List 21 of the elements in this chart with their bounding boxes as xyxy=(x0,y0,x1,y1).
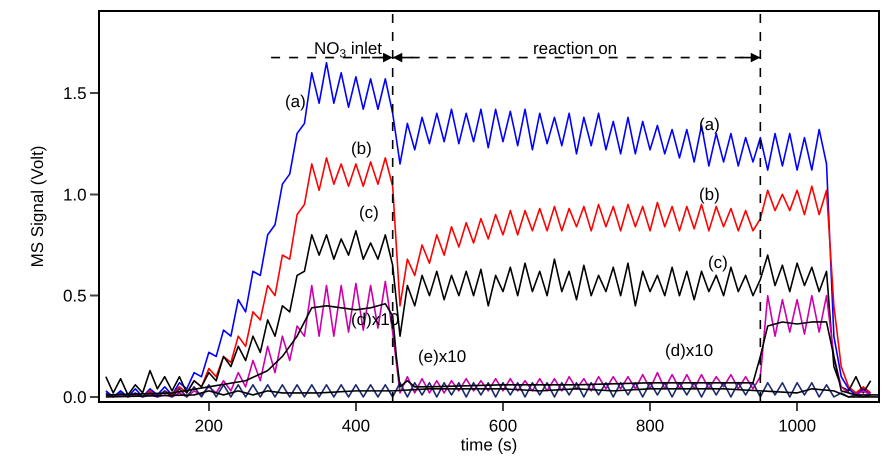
annotation: NO$_{3}$ inlet xyxy=(314,39,382,61)
annotation: (b) xyxy=(351,139,372,158)
annotation: (a) xyxy=(285,92,306,111)
annotation: (c) xyxy=(359,203,379,222)
x-tick-label: 600 xyxy=(488,416,518,436)
annotation: (b) xyxy=(699,185,720,204)
annotation: (c) xyxy=(708,253,728,272)
y-tick-label: 1.0 xyxy=(62,185,87,204)
y-axis-title: MS Signal (Volt) xyxy=(28,146,48,268)
y-tick-label: 0.5 xyxy=(62,286,87,306)
x-tick-label: 200 xyxy=(194,416,224,436)
y-tick-label: 1.5 xyxy=(62,84,87,103)
y-tick-label: 0.0 xyxy=(62,388,87,407)
x-axis-title: time (s) xyxy=(460,435,518,454)
x-tick-label: 800 xyxy=(636,416,664,436)
x-tick-label: 400 xyxy=(342,416,370,436)
annotation: (d)x10 xyxy=(665,341,714,360)
annotation: (a) xyxy=(699,115,720,134)
annotation: (e)x10 xyxy=(418,347,466,366)
x-tick-label: 1000 xyxy=(778,416,816,436)
annotation: reaction on xyxy=(533,39,618,58)
